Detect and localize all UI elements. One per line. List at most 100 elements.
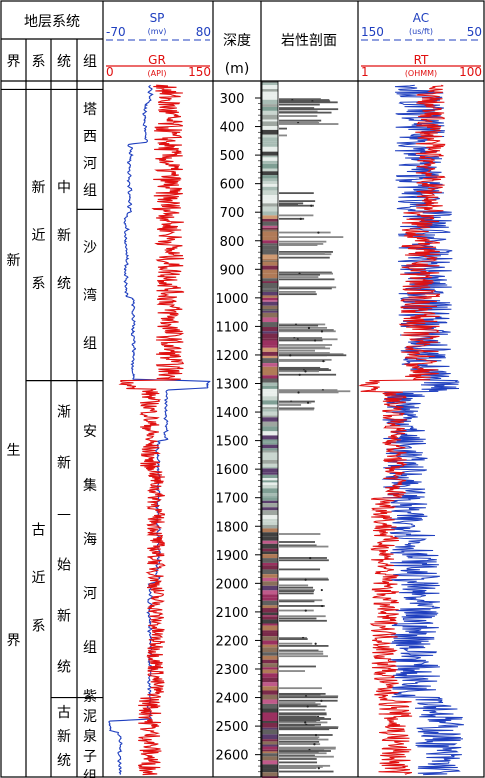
depth-tick-label: 2300 [215, 663, 248, 678]
tong-2-char-1: 新 [57, 729, 71, 745]
lith-title: 岩性剖面 [281, 33, 337, 49]
ac-header: AC (us/ft) 150 50 [361, 11, 482, 41]
depth-tick-label: 2500 [215, 720, 248, 735]
strat-title: 地层系统 [24, 14, 80, 30]
ac-unit: (us/ft) [409, 27, 433, 36]
zu-3-char-1: 泥 [83, 709, 97, 725]
lithology-column [261, 80, 351, 778]
ac-rt-track [358, 84, 464, 776]
tong-1-char-1: 新 [57, 456, 71, 472]
sp-min: -70 [106, 25, 126, 39]
xi-0-char-1: 近 [32, 228, 46, 244]
zu-2-char-4: 组 [83, 640, 97, 656]
zu-0-char-1: 西 [83, 129, 97, 145]
depth-tick-label: 1400 [215, 406, 248, 421]
tong-1-char-0: 渐 [57, 405, 71, 421]
gr-curve [118, 84, 185, 776]
ac-min: 150 [361, 25, 384, 39]
xi-0-char-2: 系 [32, 276, 46, 292]
xi-0-char-0: 新 [32, 180, 46, 196]
zu-2-char-2: 海 [83, 532, 97, 548]
tong-1-char-5: 统 [57, 660, 71, 676]
zu-0-char-2: 河 [83, 156, 97, 172]
tong-0-char-2: 统 [57, 276, 71, 292]
gr-header: GR (API) 0 150 [106, 53, 211, 79]
jie-0-char-0: 新 [7, 253, 21, 269]
zu-0-char-0: 塔 [83, 102, 97, 118]
depth-tick-label: 500 [220, 149, 245, 164]
rt-header: RT (OHMM) 1 100 [361, 53, 482, 79]
tong-2-char-0: 古 [57, 705, 71, 721]
rt-name: RT [414, 53, 429, 67]
zu-1-char-1: 湾 [83, 287, 97, 304]
col-jie-label: 界 [7, 54, 21, 70]
depth-tick-label: 1500 [215, 435, 248, 450]
depth-tick-label: 2600 [215, 749, 248, 764]
xi-1-char-0: 古 [32, 523, 46, 539]
tong-0-char-1: 新 [57, 228, 71, 244]
depth-tick-label: 1000 [215, 292, 248, 307]
jie-0-char-1: 生 [7, 443, 21, 459]
depth-tick-label: 1600 [215, 463, 248, 478]
depth-unit: (m) [225, 61, 250, 77]
depth-tick-label: 1100 [215, 320, 248, 335]
zu-0-char-3: 组 [83, 183, 97, 199]
rt-max: 100 [459, 65, 482, 79]
depth-tick-label: 1800 [215, 520, 248, 535]
depth-tick-label: 2000 [215, 577, 248, 592]
tong-1-char-3: 始 [57, 558, 71, 574]
depth-tick-label: 700 [220, 206, 245, 221]
depth-tick-label: 400 [220, 121, 245, 136]
tong-1-char-4: 新 [57, 609, 71, 625]
depth-tick-label: 1700 [215, 492, 248, 507]
depth-tick-label: 300 [220, 92, 245, 107]
zu-3-char-3: 子 [83, 749, 97, 765]
gr-max: 150 [188, 65, 211, 79]
tong-1-char-2: — [57, 507, 71, 523]
zu-3-char-2: 泉 [83, 728, 97, 745]
xi-1-char-2: 系 [32, 619, 46, 635]
rt-curve [358, 84, 446, 775]
ac-max: 50 [467, 25, 482, 39]
zu-2-char-3: 河 [83, 586, 97, 602]
depth-tick-label: 1200 [215, 349, 248, 364]
depth-tick-label: 800 [220, 235, 245, 250]
depth-tick-label: 900 [220, 263, 245, 278]
depth-tick-label: 2400 [215, 692, 248, 707]
sp-max: 80 [196, 25, 211, 39]
gr-name: GR [148, 53, 166, 67]
zu-1-char-2: 组 [83, 336, 97, 352]
depth-tick-label: 600 [220, 178, 245, 193]
ac-name: AC [413, 11, 429, 25]
zu-1-char-0: 沙 [83, 240, 97, 256]
depth-tick-label: 2100 [215, 606, 248, 621]
jie-0-char-2: 界 [7, 633, 21, 649]
zu-2-char-0: 安 [83, 424, 97, 440]
depth-title: 深度 [223, 33, 251, 49]
tong-2-char-2: 统 [57, 753, 71, 769]
sp-unit: (mv) [148, 27, 167, 36]
sp-header: SP (mv) -70 80 [106, 11, 211, 41]
zu-3-char-4: 组 [83, 769, 97, 778]
sp-gr-track [108, 84, 211, 776]
depth-tick-label: 2200 [215, 634, 248, 649]
zu-2-char-1: 集 [83, 477, 97, 494]
col-xi-label: 系 [32, 54, 46, 70]
col-zu-label: 组 [83, 54, 97, 70]
rt-unit: (OHMM) [405, 69, 437, 78]
rt-min: 1 [361, 65, 369, 79]
sp-name: SP [150, 11, 165, 25]
depth-scale: 300 400 500 600 700 800 900 1000 1100 1200 1300 140… [215, 92, 261, 773]
tong-0-char-0: 中 [57, 180, 71, 196]
depth-tick-label: 1900 [215, 549, 248, 564]
gr-min: 0 [106, 65, 114, 79]
col-tong-label: 统 [57, 54, 71, 70]
zu-3-char-0: 紫 [83, 689, 97, 705]
xi-1-char-1: 近 [32, 571, 46, 587]
depth-tick-label: 1300 [215, 378, 248, 393]
gr-unit: (API) [148, 69, 167, 78]
